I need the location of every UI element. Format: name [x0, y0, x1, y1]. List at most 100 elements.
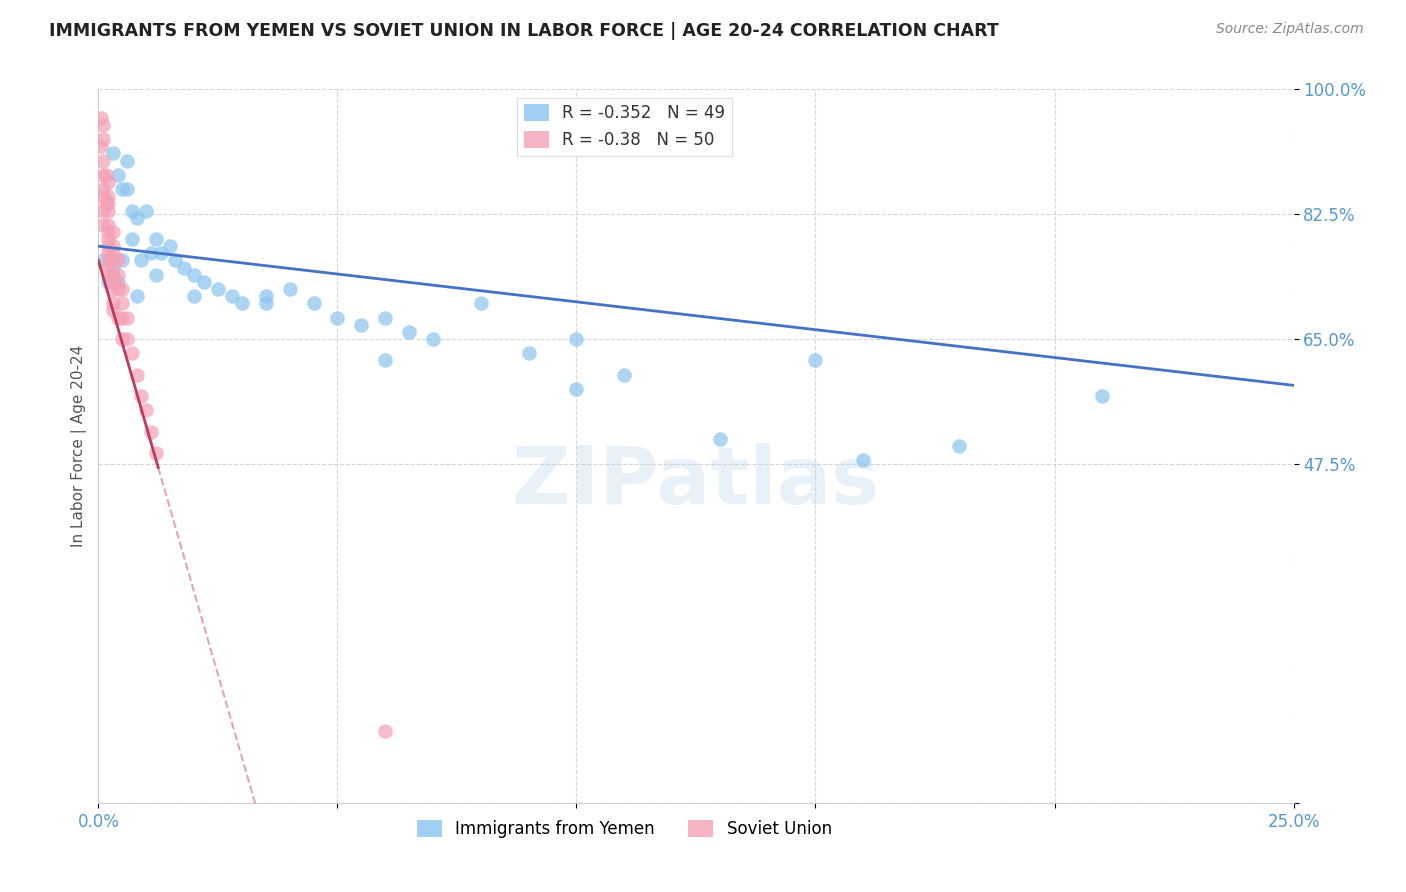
Point — [97, 189, 120, 203]
Point — [948, 439, 970, 453]
Point — [254, 296, 277, 310]
Point — [183, 289, 205, 303]
Point — [97, 175, 120, 189]
Point — [101, 239, 124, 253]
Point — [302, 296, 325, 310]
Text: IMMIGRANTS FROM YEMEN VS SOVIET UNION IN LABOR FORCE | AGE 20-24 CORRELATION CHA: IMMIGRANTS FROM YEMEN VS SOVIET UNION IN… — [49, 22, 998, 40]
Point — [107, 168, 129, 182]
Point — [121, 232, 143, 246]
Point — [91, 132, 114, 146]
Point — [90, 111, 112, 125]
Text: Source: ZipAtlas.com: Source: ZipAtlas.com — [1216, 22, 1364, 37]
Point — [97, 239, 120, 253]
Point — [101, 268, 124, 282]
Point — [101, 296, 124, 310]
Point — [97, 203, 120, 218]
Point — [173, 260, 195, 275]
Point — [107, 282, 129, 296]
Point — [145, 232, 167, 246]
Point — [101, 282, 124, 296]
Point — [91, 118, 114, 132]
Point — [125, 211, 148, 225]
Point — [94, 168, 117, 182]
Point — [231, 296, 253, 310]
Point — [517, 346, 540, 360]
Point — [101, 246, 124, 260]
Point — [422, 332, 444, 346]
Point — [852, 453, 875, 467]
Point — [207, 282, 229, 296]
Point — [91, 182, 114, 196]
Point — [145, 446, 167, 460]
Point — [254, 289, 277, 303]
Point — [97, 275, 120, 289]
Point — [350, 318, 373, 332]
Point — [115, 182, 138, 196]
Point — [97, 260, 120, 275]
Point — [101, 253, 124, 268]
Point — [97, 218, 120, 232]
Point — [97, 232, 120, 246]
Point — [145, 268, 167, 282]
Point — [131, 253, 153, 268]
Point — [1091, 389, 1114, 403]
Point — [97, 225, 120, 239]
Point — [107, 268, 129, 282]
Point — [101, 225, 124, 239]
Point — [709, 432, 731, 446]
Point — [163, 253, 186, 268]
Point — [565, 332, 588, 346]
Point — [111, 182, 134, 196]
Point — [221, 289, 243, 303]
Point — [121, 203, 143, 218]
Point — [94, 196, 117, 211]
Point — [159, 239, 181, 253]
Legend: Immigrants from Yemen, Soviet Union: Immigrants from Yemen, Soviet Union — [411, 813, 838, 845]
Point — [107, 310, 129, 325]
Point — [131, 389, 153, 403]
Point — [90, 139, 112, 153]
Point — [91, 253, 114, 268]
Point — [135, 403, 157, 417]
Point — [613, 368, 636, 382]
Point — [107, 275, 129, 289]
Point — [111, 310, 134, 325]
Point — [115, 310, 138, 325]
Point — [101, 260, 124, 275]
Point — [125, 368, 148, 382]
Point — [193, 275, 215, 289]
Point — [101, 303, 124, 318]
Point — [111, 253, 134, 268]
Point — [278, 282, 301, 296]
Point — [121, 346, 143, 360]
Point — [804, 353, 827, 368]
Point — [97, 246, 120, 260]
Point — [326, 310, 349, 325]
Point — [565, 382, 588, 396]
Point — [91, 153, 114, 168]
Point — [374, 353, 396, 368]
Point — [97, 253, 120, 268]
Point — [374, 310, 396, 325]
Point — [135, 203, 157, 218]
Point — [139, 425, 162, 439]
Y-axis label: In Labor Force | Age 20-24: In Labor Force | Age 20-24 — [72, 345, 87, 547]
Point — [470, 296, 492, 310]
Point — [91, 189, 114, 203]
Point — [97, 196, 120, 211]
Point — [107, 253, 129, 268]
Point — [91, 218, 114, 232]
Point — [374, 724, 396, 739]
Point — [115, 332, 138, 346]
Point — [91, 203, 114, 218]
Point — [111, 296, 134, 310]
Point — [91, 168, 114, 182]
Point — [101, 146, 124, 161]
Point — [398, 325, 420, 339]
Point — [111, 332, 134, 346]
Point — [125, 289, 148, 303]
Text: ZIPatlas: ZIPatlas — [512, 442, 880, 521]
Point — [115, 153, 138, 168]
Point — [149, 246, 172, 260]
Point — [139, 246, 162, 260]
